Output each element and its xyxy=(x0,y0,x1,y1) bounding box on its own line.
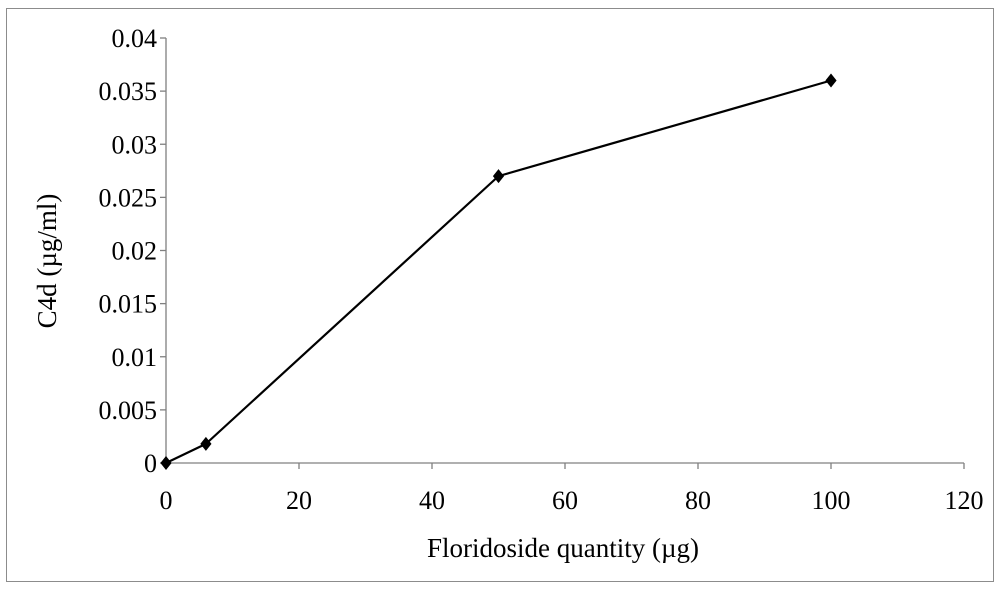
x-axis: 0 20 40 60 80 100 120 xyxy=(160,462,984,515)
y-tick-label: 0.005 xyxy=(99,396,158,425)
data-point-marker xyxy=(492,169,505,184)
chart-frame xyxy=(6,8,994,582)
y-tick-label: 0.02 xyxy=(112,237,158,266)
y-tick-label: 0.04 xyxy=(112,24,158,53)
x-tick-label: 20 xyxy=(286,486,312,515)
y-axis: 0 0.005 0.01 0.015 0.02 0.025 0.03 0.035 0.04 xyxy=(99,24,167,478)
y-tick-label: 0 xyxy=(144,449,157,478)
y-tick-label: 0.01 xyxy=(112,343,158,372)
data-point-marker xyxy=(200,436,212,451)
x-tick-label: 80 xyxy=(685,486,711,515)
data-point-marker xyxy=(825,73,837,88)
y-axis-title: C4d (µg/ml) xyxy=(32,194,62,329)
y-tick-label: 0.03 xyxy=(112,130,158,159)
x-tick-label: 100 xyxy=(812,486,851,515)
data-point-marker xyxy=(160,456,172,470)
x-tick-label: 40 xyxy=(419,486,445,515)
x-tick-label: 120 xyxy=(945,486,984,515)
x-axis-title: Floridoside quantity (µg) xyxy=(427,533,699,563)
x-tick-label: 0 xyxy=(160,486,173,515)
y-tick-label: 0.025 xyxy=(99,183,158,212)
series-layer xyxy=(160,73,837,470)
x-tick-label: 60 xyxy=(552,486,578,515)
series-line xyxy=(165,79,832,464)
y-tick-label: 0.035 xyxy=(99,77,158,106)
y-tick-label: 0.015 xyxy=(99,290,158,319)
